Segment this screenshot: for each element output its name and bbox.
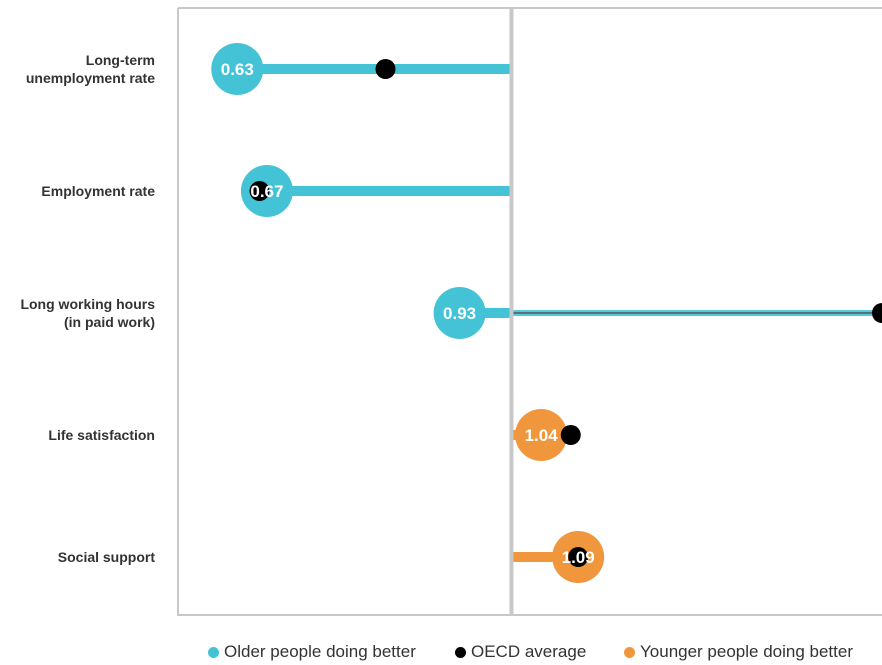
legend-item-younger: Younger people doing better	[624, 642, 853, 662]
legend-dot-oecd	[455, 646, 466, 658]
legend-label-younger: Younger people doing better	[640, 642, 853, 661]
category-label-3: Life satisfaction	[0, 426, 155, 444]
chart-area: 0.63 0.67 0.93 1.04 1.09	[177, 7, 882, 616]
oecd-dot-2	[872, 303, 882, 323]
oecd-dot-4	[568, 547, 589, 567]
legend-label-oecd: OECD average	[471, 642, 587, 661]
legend: Older people doing better OECD average Y…	[0, 642, 882, 664]
legend-dot-older	[208, 646, 219, 658]
category-label-line: (in paid work)	[64, 314, 155, 330]
category-label-line: Social support	[57, 549, 155, 565]
legend-item-older: Older people doing better	[208, 642, 416, 662]
category-label-2: Long working hours (in paid work)	[0, 295, 155, 331]
category-label-line: unemployment rate	[25, 70, 155, 86]
category-label-line: Long-term	[85, 52, 155, 68]
oecd-dot-0	[375, 59, 396, 79]
value-label-3: 1.04	[525, 426, 559, 445]
legend-item-oecd: OECD average	[455, 642, 586, 662]
value-dot-2	[433, 287, 486, 339]
value-label-1: 0.67	[250, 182, 283, 201]
oecd-dot-1	[249, 181, 270, 201]
value-dot-0	[211, 43, 264, 95]
category-label-4: Social support	[0, 548, 155, 566]
oecd-dot-3	[560, 425, 581, 445]
value-bar-0	[237, 64, 512, 74]
legend-dot-younger	[624, 646, 635, 658]
category-label-line: Employment rate	[41, 183, 155, 199]
value-label-2: 0.93	[443, 304, 476, 323]
value-label-0: 0.63	[221, 60, 254, 79]
value-bar-1	[266, 186, 512, 196]
plot-frame	[177, 7, 882, 616]
category-label-0: Long-term unemployment rate	[0, 51, 155, 87]
legend-label-older: Older people doing better	[224, 642, 416, 661]
value-bar-4	[511, 552, 579, 562]
value-dot-3	[515, 409, 568, 461]
category-label-1: Employment rate	[0, 182, 155, 200]
category-label-line: Life satisfaction	[48, 427, 155, 443]
category-label-line: Long working hours	[20, 296, 155, 312]
value-label-4: 1.09	[562, 548, 595, 567]
